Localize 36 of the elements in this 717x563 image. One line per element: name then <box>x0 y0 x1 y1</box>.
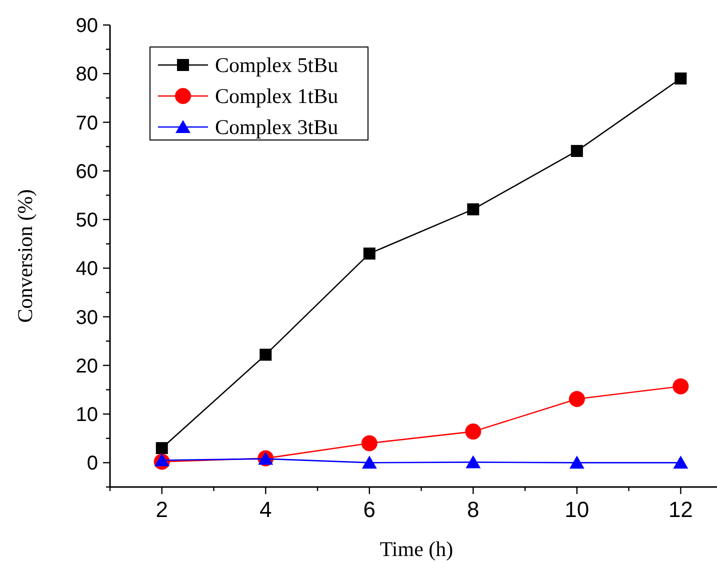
y-tick-label: 0 <box>86 452 98 475</box>
y-tick-label: 90 <box>76 15 98 37</box>
point <box>672 378 689 394</box>
x-tick-label: 12 <box>668 497 693 522</box>
y-tick-label: 80 <box>76 64 98 86</box>
x-tick-label: 4 <box>260 497 272 522</box>
y-tick-label: 30 <box>76 306 98 329</box>
y-tick-label: 70 <box>76 112 98 134</box>
point <box>361 435 378 452</box>
point <box>673 456 688 469</box>
point <box>465 424 482 440</box>
y-tick-label: 40 <box>76 258 98 280</box>
point <box>569 456 584 469</box>
legend-label: Complex 5tBu <box>215 53 339 77</box>
point <box>363 248 376 260</box>
legend-label: Complex 3tBu <box>215 115 339 139</box>
point <box>260 348 272 361</box>
x-tick-label: 6 <box>363 497 376 522</box>
point <box>570 144 583 157</box>
y-axis-title: Conversion (%) <box>13 189 37 323</box>
legend-label: Complex 1tBu <box>215 84 339 108</box>
point <box>362 456 377 469</box>
y-tick-label: 10 <box>76 404 98 426</box>
point <box>466 455 481 468</box>
x-tick-label: 8 <box>467 497 480 522</box>
point <box>568 390 585 407</box>
y-tick-label: 60 <box>76 160 98 183</box>
x-tick-label: 10 <box>564 497 590 522</box>
y-tick-label: 20 <box>76 355 98 378</box>
point <box>154 453 170 466</box>
y-tick-label: 50 <box>76 210 98 232</box>
point <box>467 203 480 216</box>
x-axis-title: Time (h) <box>380 537 454 561</box>
x-tick-label: 2 <box>156 497 168 522</box>
point <box>156 442 168 454</box>
point <box>674 72 687 84</box>
